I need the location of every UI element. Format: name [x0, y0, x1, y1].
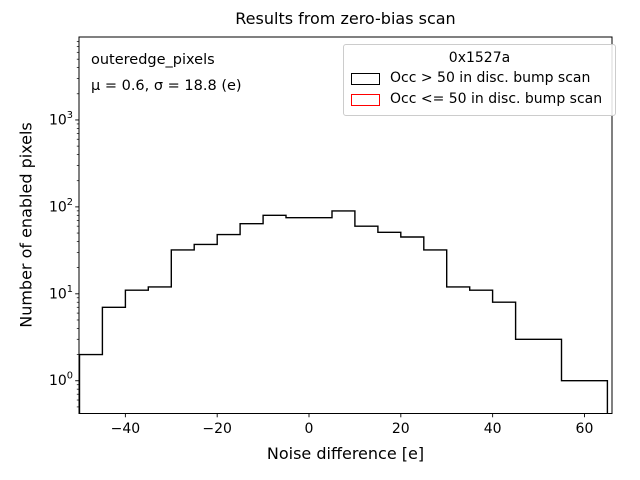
legend-label: Occ <= 50 in disc. bump scan	[390, 91, 603, 107]
y-tick-label: 100	[49, 371, 73, 390]
x-tick-label: 60	[576, 421, 594, 437]
legend-swatch-black-icon	[351, 72, 380, 85]
legend-entry-occ-le-50: Occ <= 50 in disc. bump scan	[351, 89, 608, 110]
histogram-step-series	[78, 210, 609, 414]
y-tick-label: 103	[49, 110, 73, 129]
y-tick-label: 101	[49, 284, 73, 303]
legend-entry-occ-gt-50: Occ > 50 in disc. bump scan	[351, 68, 608, 89]
x-tick-label: −20	[202, 421, 232, 437]
legend-swatch-red-icon	[351, 93, 380, 106]
annotation-dataset-name: outeredge_pixels	[91, 52, 215, 68]
x-tick-label: 40	[484, 421, 502, 437]
x-tick-label: −40	[111, 421, 141, 437]
legend-title: 0x1527a	[448, 50, 511, 66]
x-axis-label: Noise difference [e]	[266, 444, 425, 463]
chart-title: Results from zero-bias scan	[235, 9, 456, 28]
x-tick-label: 20	[392, 421, 410, 437]
y-axis-label: Number of enabled pixels	[16, 122, 36, 328]
axes-frame	[78, 36, 613, 414]
legend-label: Occ > 50 in disc. bump scan	[390, 70, 591, 86]
annotation-mu-sigma: μ = 0.6, σ = 18.8 (e)	[91, 78, 242, 94]
legend: 0x1527a Occ > 50 in disc. bump scan Occ …	[343, 44, 616, 116]
x-tick-label: 0	[305, 421, 314, 437]
y-tick-label: 102	[49, 197, 73, 216]
